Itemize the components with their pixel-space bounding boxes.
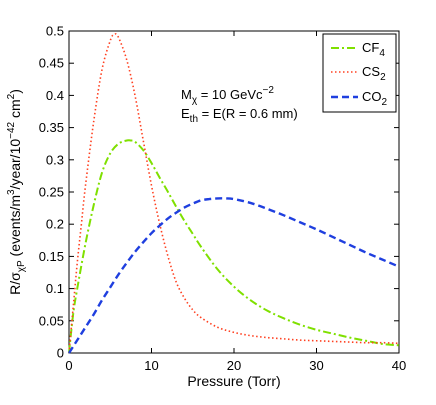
y-tick-label: 0.1 bbox=[46, 281, 64, 296]
x-axis-label: Pressure (Torr) bbox=[187, 373, 280, 389]
y-tick-label: 0.25 bbox=[39, 185, 64, 200]
legend-label-cs2: CS2 bbox=[362, 64, 386, 83]
y-tick-label: 0 bbox=[57, 346, 64, 361]
series-layer bbox=[67, 33, 400, 354]
annotation-threshold: Eth = E(R = 0.6 mm) bbox=[181, 106, 298, 125]
x-tick-label: 40 bbox=[392, 358, 406, 373]
y-axis-label: R/σχP (events/m3/year/10−42 cm2) bbox=[6, 89, 27, 295]
x-tick-label: 10 bbox=[144, 358, 158, 373]
legend-label-cf4: CF4 bbox=[362, 40, 385, 59]
y-tick-label: 0.45 bbox=[39, 56, 64, 71]
x-axis-ticks: 0 10 20 30 40 bbox=[65, 31, 406, 373]
y-tick-label: 0.3 bbox=[46, 152, 64, 167]
annotation-mass: Mχ = 10 GeVc−2 bbox=[181, 85, 274, 106]
y-tick-label: 0.4 bbox=[46, 88, 64, 103]
series-line-co2 bbox=[67, 197, 400, 354]
x-tick-label: 0 bbox=[65, 358, 72, 373]
y-axis-ticks: 0 0.05 0.1 0.15 0.2 0.25 0.3 0.35 0.4 0.45 0.5 bbox=[39, 24, 399, 361]
series-line-cs2 bbox=[68, 33, 400, 354]
x-tick-label: 30 bbox=[309, 358, 323, 373]
y-tick-label: 0.5 bbox=[46, 24, 64, 39]
y-tick-label: 0.15 bbox=[39, 249, 64, 264]
legend-label-co2: CO2 bbox=[362, 89, 388, 108]
series-line-cf4 bbox=[68, 139, 400, 354]
x-tick-label: 20 bbox=[227, 358, 241, 373]
y-tick-label: 0.05 bbox=[39, 313, 64, 328]
y-tick-label: 0.2 bbox=[46, 217, 64, 232]
legend: CF4 CS2 CO2 bbox=[322, 33, 397, 113]
y-tick-label: 0.35 bbox=[39, 120, 64, 135]
